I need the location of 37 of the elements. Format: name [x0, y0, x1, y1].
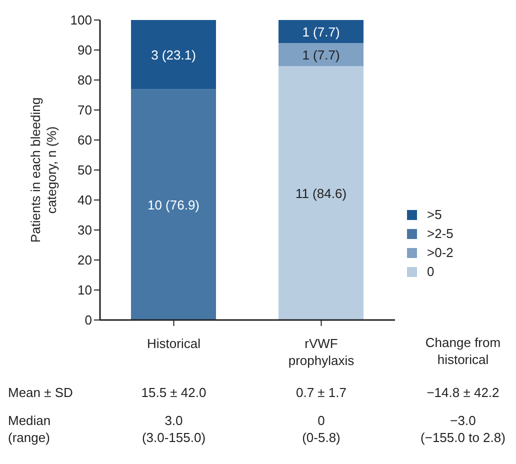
data-label: 1 (7.7) [302, 24, 340, 40]
y-tick-label: 30 [78, 222, 92, 238]
y-tick-label: 100 [70, 12, 92, 28]
text: 15.5 ± 42.0 [140, 384, 208, 401]
bar [131, 20, 216, 90]
legend-label: >0-2 [427, 245, 454, 260]
bar [278, 66, 364, 320]
y-tick-label: 80 [78, 72, 92, 88]
bar [131, 89, 216, 320]
x-tick-label: Historical [147, 336, 201, 351]
data-label: 11 (84.6) [295, 186, 347, 202]
data-label: 3 (23.1) [151, 48, 196, 63]
legend-label: 0 [427, 264, 434, 279]
bar [278, 43, 364, 66]
text: Mean ± SD [8, 384, 74, 401]
text: −3.0 (−155.0 to 2.8) [420, 412, 506, 446]
y-tick-label: 0 [84, 312, 92, 328]
y-tick-label: 60 [78, 132, 92, 148]
bar [278, 20, 364, 44]
y-tick-label: 20 [78, 252, 92, 268]
y-tick-label: 90 [78, 42, 92, 58]
text: 0 (0-5.8) [301, 412, 342, 446]
legend-label: >2-5 [427, 226, 454, 241]
y-axis-title: Patients in each bleeding category, n (%) [28, 97, 59, 243]
text: 0.7 ± 1.7 [294, 384, 348, 401]
text: Median (range) [8, 412, 52, 446]
legend-label: >5 [427, 207, 442, 222]
text: 3.0 (3.0-155.0) [140, 412, 207, 446]
text: −14.8 ± 42.2 [426, 384, 500, 401]
y-tick-label: 10 [78, 282, 92, 298]
y-tick-label: 40 [78, 192, 92, 208]
text: Change from historical [424, 334, 502, 368]
y-tick-label: 70 [78, 102, 92, 118]
data-label: 10 (76.9) [147, 198, 200, 213]
data-label: 1 (7.7) [302, 48, 340, 63]
x-tick-label: rVWF prophylaxis [288, 336, 355, 368]
y-tick-label: 50 [78, 162, 92, 178]
